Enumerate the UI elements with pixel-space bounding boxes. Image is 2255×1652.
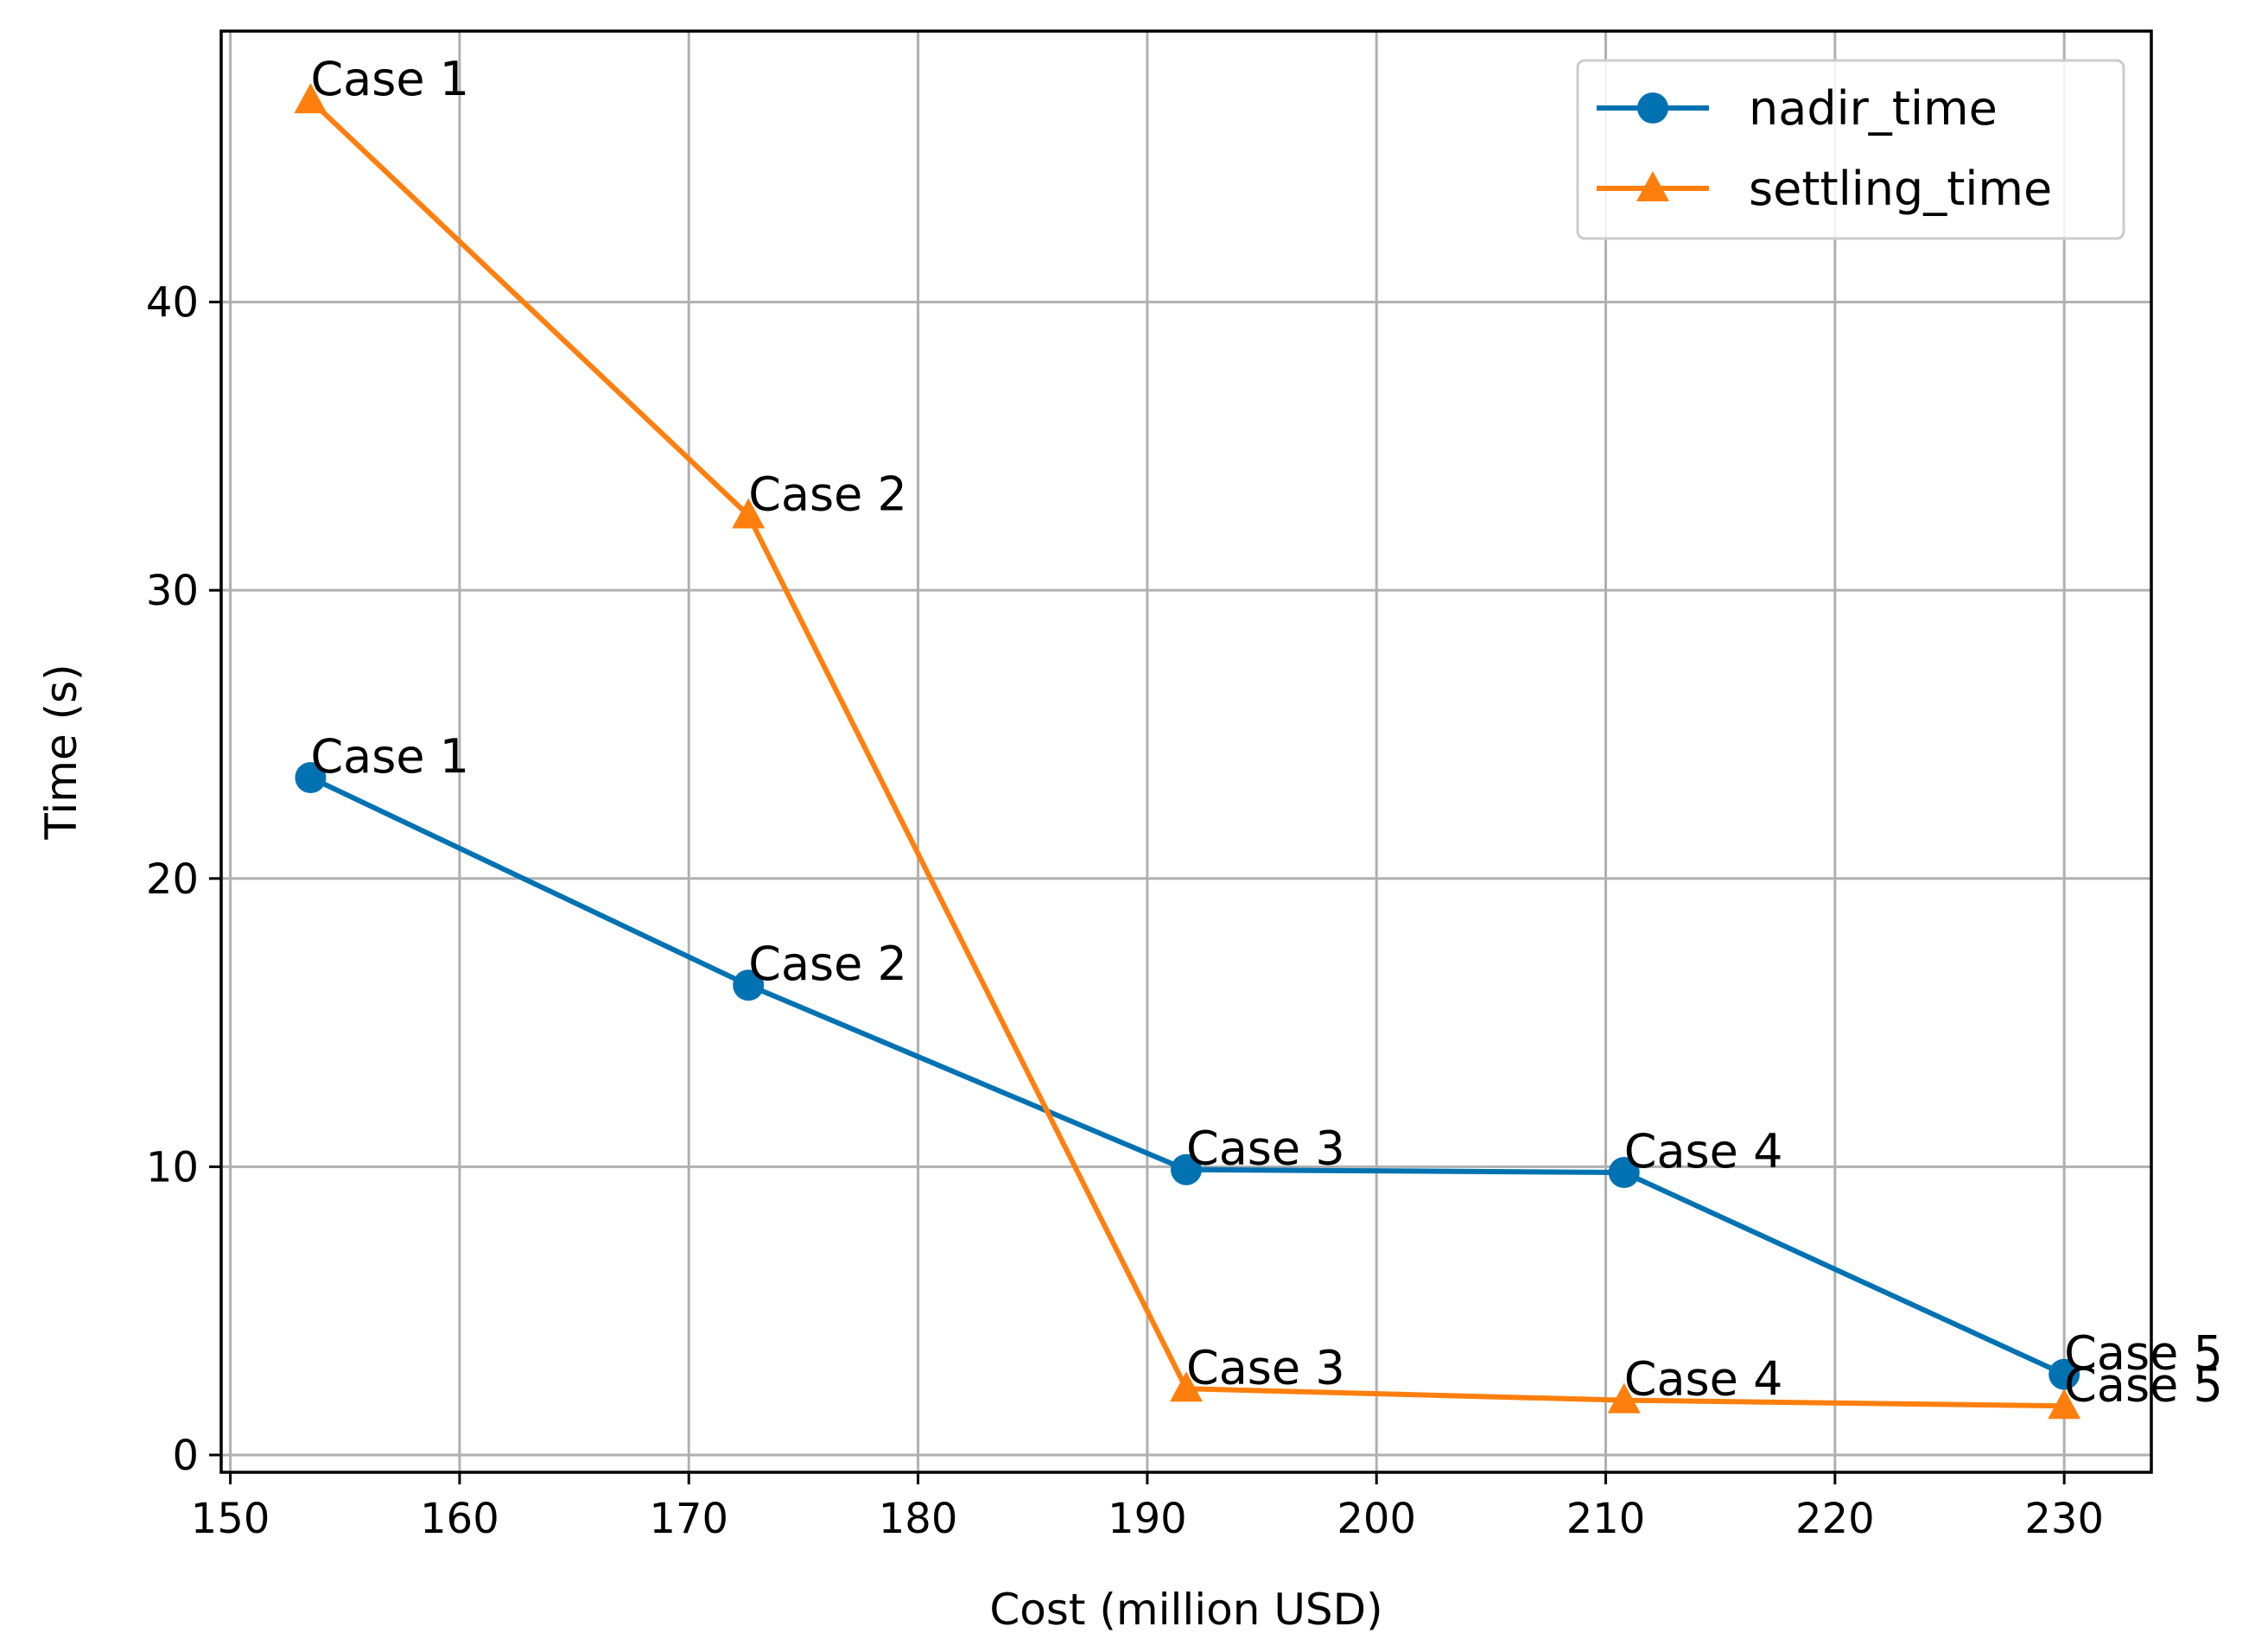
grid-lines xyxy=(221,31,2151,1472)
data-point-nadir_time xyxy=(2049,1358,2080,1390)
legend-box xyxy=(1576,59,2125,240)
x-tick-label: 180 xyxy=(879,1495,958,1543)
x-axis-label: Cost (million USD) xyxy=(989,1585,1382,1635)
x-tick-label: 220 xyxy=(1795,1495,1875,1543)
data-point-nadir_time xyxy=(1171,1153,1202,1185)
legend: nadir_time settling_time xyxy=(1576,59,2125,240)
plot-frame xyxy=(219,29,2153,1474)
legend-entry-settling-time: settling_time xyxy=(1749,162,2052,216)
data-point-settling_time xyxy=(1170,1371,1203,1402)
data-label-nadir_time: Case 4 xyxy=(1624,1124,1783,1179)
data-point-nadir_time xyxy=(295,762,327,794)
axis-ticks: 150 160 170 180 190 200 210 220 230 0 10 20 30 40 xyxy=(146,279,2104,1543)
x-tick-label: 160 xyxy=(420,1495,499,1543)
data-label-settling_time: Case 1 xyxy=(310,52,469,106)
series-line-nadir_time xyxy=(309,775,2066,1377)
legend-marker-nadir xyxy=(1637,92,1668,124)
data-label-settling_time: Case 5 xyxy=(2064,1357,2223,1412)
data-label-nadir_time: Case 3 xyxy=(1186,1121,1345,1176)
point-annotations: Case 1 Case 2 Case 3 Case 4 Case 5 Case 1 Case… xyxy=(310,52,2222,1412)
y-axis-label: Time (s) xyxy=(36,664,86,840)
data-label-nadir_time: Case 1 xyxy=(310,729,469,784)
data-point-settling_time xyxy=(1607,1382,1641,1414)
x-tick-label: 170 xyxy=(649,1495,728,1543)
data-label-settling_time: Case 4 xyxy=(1624,1352,1783,1407)
legend-marker-settling xyxy=(1636,171,1669,201)
y-tick-label: 0 xyxy=(172,1432,199,1480)
x-tick-label: 210 xyxy=(1566,1495,1646,1543)
series-layer xyxy=(294,83,2081,1420)
data-point-nadir_time xyxy=(733,969,765,1001)
data-point-nadir_time xyxy=(1608,1157,1640,1189)
y-tick-label: 30 xyxy=(146,567,199,615)
data-label-settling_time: Case 3 xyxy=(1186,1340,1345,1395)
data-label-settling_time: Case 2 xyxy=(748,467,907,521)
series-line-settling_time xyxy=(308,98,2065,1409)
legend-entry-nadir-time: nadir_time xyxy=(1749,81,1998,136)
y-tick-label: 10 xyxy=(146,1143,199,1191)
y-tick-label: 40 xyxy=(146,279,199,327)
data-point-settling_time xyxy=(294,83,327,114)
data-label-nadir_time: Case 2 xyxy=(748,937,907,991)
x-tick-label: 190 xyxy=(1108,1495,1187,1543)
x-tick-label: 230 xyxy=(2024,1495,2104,1543)
data-point-settling_time xyxy=(2048,1388,2081,1420)
data-point-settling_time xyxy=(732,498,765,529)
x-tick-label: 150 xyxy=(191,1495,270,1543)
data-label-nadir_time: Case 5 xyxy=(2064,1326,2223,1381)
x-tick-label: 200 xyxy=(1337,1495,1416,1543)
y-tick-label: 20 xyxy=(146,855,199,904)
